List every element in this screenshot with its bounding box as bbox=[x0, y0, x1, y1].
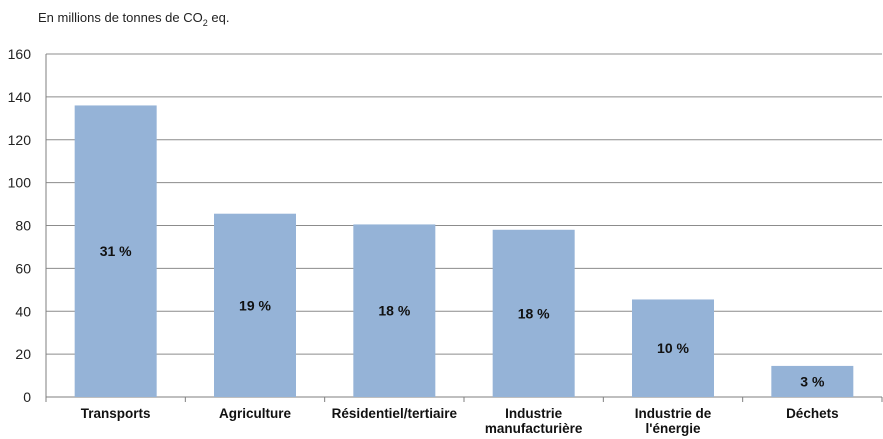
bar bbox=[74, 105, 157, 397]
category-label: l'énergie bbox=[646, 421, 701, 436]
data-label: 3 % bbox=[800, 373, 825, 389]
y-tick-label: 60 bbox=[15, 260, 31, 276]
category-label: manufacturière bbox=[485, 421, 583, 436]
data-label: 18 % bbox=[518, 305, 550, 321]
data-label: 10 % bbox=[657, 340, 689, 356]
y-tick-label: 160 bbox=[8, 46, 32, 62]
category-label: Transports bbox=[81, 406, 151, 421]
category-label: Industrie bbox=[505, 406, 562, 421]
y-tick-label: 100 bbox=[8, 175, 32, 191]
data-label: 31 % bbox=[100, 243, 132, 259]
category-label: Déchets bbox=[786, 406, 839, 421]
bar bbox=[771, 365, 854, 397]
y-unit-subscript: 2 bbox=[203, 18, 208, 28]
axes bbox=[45, 54, 883, 402]
y-tick-label: 40 bbox=[15, 303, 31, 319]
category-label: Agriculture bbox=[219, 406, 292, 421]
y-tick-label: 80 bbox=[15, 218, 31, 234]
category-label: Résidentiel/tertiaire bbox=[332, 406, 458, 421]
y-unit-label: En millions de tonnes de CO2 eq. bbox=[38, 10, 229, 28]
y-unit-prefix: En millions de tonnes de CO bbox=[38, 10, 203, 25]
bar bbox=[214, 213, 296, 397]
y-tick-label: 140 bbox=[8, 89, 32, 105]
bar bbox=[632, 299, 714, 397]
y-tick-label: 0 bbox=[23, 389, 31, 405]
y-unit-suffix: eq. bbox=[208, 10, 230, 25]
data-labels: 31 % 19 % 18 % 18 % 10 % 3 % bbox=[100, 243, 825, 389]
bar bbox=[353, 224, 436, 397]
data-label: 18 % bbox=[378, 303, 410, 319]
gridlines bbox=[46, 53, 882, 355]
bar bbox=[492, 229, 575, 397]
category-label: Industrie de bbox=[635, 406, 712, 421]
y-tick-label: 20 bbox=[15, 346, 31, 362]
y-tick-labels: 0 20 40 60 80 100 120 140 160 bbox=[8, 46, 32, 405]
category-labels: Transports Agriculture Résidentiel/tertiai… bbox=[81, 406, 839, 436]
bars bbox=[74, 105, 854, 397]
y-tick-label: 120 bbox=[8, 132, 32, 148]
data-label: 19 % bbox=[239, 297, 271, 313]
